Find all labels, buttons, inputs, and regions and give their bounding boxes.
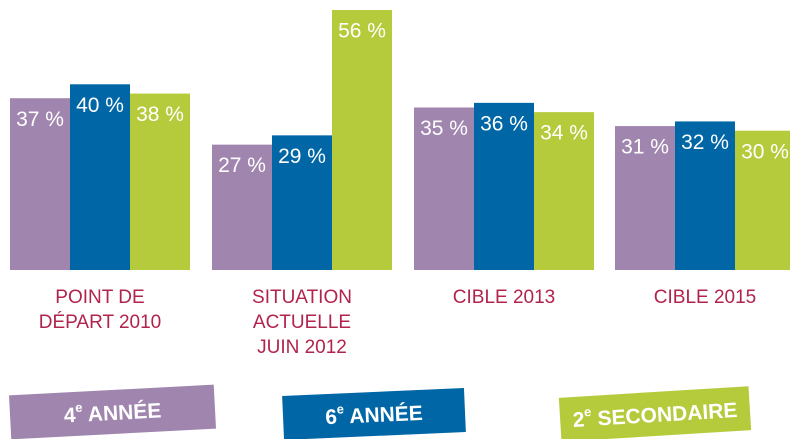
x-tick-label: SITUATION: [252, 287, 352, 308]
bar: [332, 10, 392, 270]
bar: [10, 98, 70, 270]
value-label: 37 %: [16, 108, 64, 131]
value-label: 36 %: [480, 112, 528, 135]
value-label: 38 %: [136, 103, 184, 126]
value-label: 40 %: [76, 94, 124, 117]
legend-label: 4e ANNÉE: [63, 396, 162, 427]
x-tick-label: CIBLE 2015: [654, 287, 756, 308]
value-label: 31 %: [621, 136, 669, 159]
bar: [534, 112, 594, 271]
value-label: 34 %: [540, 122, 588, 145]
x-tick-label: DÉPART 2010: [39, 312, 162, 333]
value-label: 30 %: [741, 140, 789, 163]
bar: [272, 135, 332, 270]
legend-swatch: [8, 384, 217, 439]
bar: [675, 121, 735, 270]
x-tick-label: ACTUELLE: [253, 312, 351, 333]
value-label: 35 %: [420, 117, 468, 140]
x-tick-label: POINT DE: [55, 287, 144, 308]
value-label: 29 %: [278, 145, 326, 168]
bar: [70, 84, 130, 271]
legend-swatch: [282, 388, 466, 439]
legend-item: 6e ANNÉE: [282, 388, 466, 439]
bar: [474, 102, 534, 270]
legend-swatch: [558, 386, 752, 439]
value-label: 56 %: [338, 20, 386, 43]
bar: [212, 144, 272, 270]
x-tick-label: CIBLE 2013: [453, 287, 555, 308]
bar: [735, 130, 790, 270]
value-label: 27 %: [218, 154, 266, 177]
value-label: 32 %: [681, 131, 729, 154]
legend-label: 6e ANNÉE: [325, 398, 424, 428]
bar: [615, 126, 675, 270]
bar: [414, 107, 474, 270]
bar: [130, 93, 190, 270]
legend-item: 2e SECONDAIRE: [558, 386, 752, 439]
x-tick-label: JUIN 2012: [257, 337, 347, 358]
legend-item: 4e ANNÉE: [8, 384, 217, 439]
